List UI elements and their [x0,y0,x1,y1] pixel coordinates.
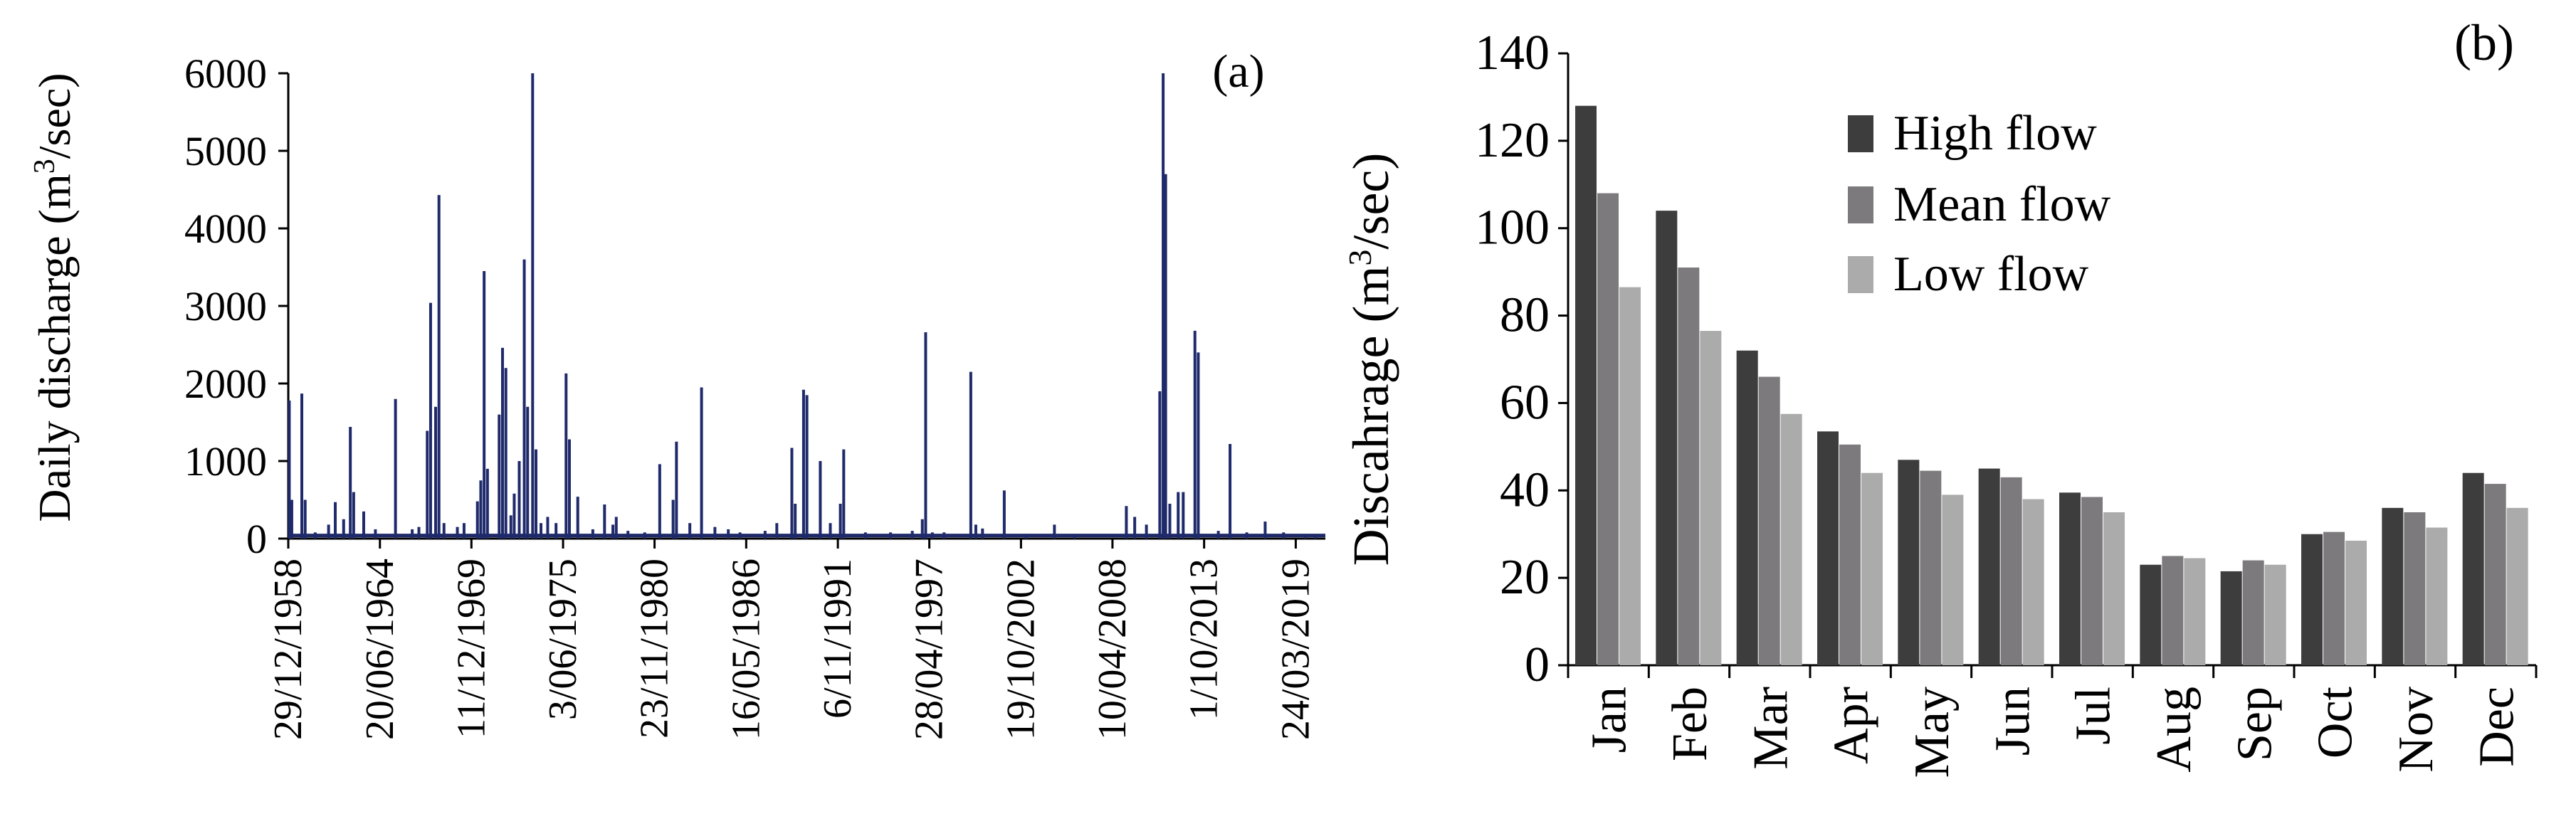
bar-low-flow-aug [2184,558,2206,665]
panel-a-y-axis-title-post: /sec) [29,73,80,159]
bar-high-flow-feb [1656,211,1678,666]
legend-label-high-flow: High flow [1893,106,2097,161]
bar-low-flow-feb [1700,331,1722,665]
panel-a-x-tick-label: 23/11/1980 [633,559,677,739]
bar-low-flow-jul [2103,512,2125,665]
panel-a-x-tick-label: 28/04/1997 [908,559,952,740]
panel-b-x-tick-label: Jun [1985,687,2040,756]
panel-a-x-tick-label: 6/11/1991 [816,559,860,719]
bar-mean-flow-may [1920,470,1942,665]
legend-swatch-mean-flow [1848,186,1873,223]
panel-b-x-tick-label: Jul [2066,687,2121,745]
bar-low-flow-jan [1619,287,1641,666]
panel-b-y-axis-title: Discahrage (m3/sec) [1342,153,1399,566]
bar-mean-flow-apr [1839,444,1861,665]
panel-a-x-tick-label: 19/10/2002 [999,559,1043,740]
panel-b-x-tick-label: Feb [1663,687,1718,761]
panel-a-y-tick-label: 2000 [184,361,267,407]
bar-mean-flow-mar [1758,376,1780,665]
panel-b-x-tick-label: May [1905,687,1960,778]
panel-b-x-tick-label: Aug [2147,687,2202,773]
panel-a-x-tick-label: 24/03/2019 [1273,559,1318,740]
panel-b-y-tick-label: 20 [1500,550,1550,605]
panel-b-y-tick-label: 140 [1475,26,1550,80]
bar-low-flow-sep [2264,564,2286,665]
panel-a-y-tick-label: 5000 [184,128,267,174]
panel-b-y-tick-label: 40 [1500,462,1550,517]
panel-a-x-tick-label: 29/12/1958 [266,559,310,740]
bar-high-flow-mar [1736,350,1758,665]
bar-high-flow-oct [2301,534,2323,665]
panel-b-x-tick-label: Nov [2389,687,2444,773]
monthly-flow-bar-panel: (b) Discahrage (m3/sec) 0 20 40 60 80 100 120 1… [1342,14,2538,778]
bar-mean-flow-nov [2404,512,2426,665]
panel-a-x-tick-label: 3/06/1975 [541,559,585,720]
panel-b-y-axis-title-sup: 3 [1342,250,1378,266]
panel-a-y-tick-label: 6000 [184,51,267,97]
legend-label-low-flow: Low flow [1893,247,2089,302]
panel-a-x-tick-label: 1/10/2013 [1182,559,1226,720]
panel-b-y-tick-label: 100 [1475,201,1550,255]
panel-b-x-tick-label: Mar [1743,687,1798,770]
bar-low-flow-dec [2506,507,2528,665]
legend-swatch-low-flow [1848,256,1873,293]
discharge-timeseries-panel: (a) Daily discharge (m3/sec) 0 1000 2000 30… [28,46,1325,740]
bar-mean-flow-jul [2081,497,2103,665]
bar-high-flow-jan [1575,105,1597,665]
bar-low-flow-may [1942,494,1964,665]
panel-b-x-tick-label: Apr [1824,687,1879,764]
bar-low-flow-mar [1780,413,1802,665]
panel-b-y-tick-label: 80 [1500,288,1550,343]
panel-b-label: (b) [2454,14,2514,71]
panel-a-y-axis-title-sup: 3 [28,159,61,174]
bar-mean-flow-sep [2242,560,2264,665]
panel-a-y-tick-label: 1000 [184,438,267,485]
bar-high-flow-jul [2059,492,2081,665]
bar-high-flow-nov [2382,507,2404,665]
bar-mean-flow-feb [1678,268,1700,665]
panel-b-y-tick-label: 0 [1525,637,1550,692]
panel-b-y-tick-label: 120 [1475,113,1550,168]
bar-high-flow-aug [2140,564,2162,665]
legend-swatch-high-flow [1848,115,1873,152]
panel-a-x-tick-label: 20/06/1964 [358,559,402,740]
bar-high-flow-apr [1817,431,1839,665]
legend-label-mean-flow: Mean flow [1893,177,2111,232]
bar-mean-flow-oct [2323,531,2345,665]
panel-a-y-tick-label: 4000 [184,206,267,252]
panel-a-y-axis-title: Daily discharge (m3/sec) [28,73,80,522]
panel-a-x-tick-label: 10/04/2008 [1090,559,1135,740]
panel-b-y-axis-title-pre: Discahrage (m [1342,266,1399,566]
bar-low-flow-apr [1861,472,1883,665]
bar-high-flow-may [1898,460,1920,665]
bar-low-flow-oct [2345,540,2367,665]
bar-high-flow-sep [2220,571,2242,665]
panel-a-x-tick-label: 16/05/1986 [724,559,768,740]
panel-a-x-tick-label: 11/12/1969 [449,559,493,739]
panel-b-y-axis-title-post: /sec) [1342,153,1399,250]
bar-mean-flow-jan [1597,193,1619,666]
panel-b-x-tick-label: Jan [1582,687,1637,753]
bar-high-flow-dec [2462,472,2484,665]
panel-a-y-axis-title-pre: Daily discharge (m [29,174,80,522]
bar-mean-flow-aug [2162,556,2184,665]
bar-mean-flow-jun [2000,477,2022,665]
panel-b-x-tick-label: Dec [2469,687,2524,767]
panel-a-label: (a) [1212,46,1264,97]
bar-mean-flow-dec [2484,484,2506,665]
legend: High flow Mean flow Low flow [1848,106,2111,302]
panel-b-x-tick-label: Sep [2227,687,2282,761]
panel-b-x-tick-label: Oct [2308,686,2363,758]
panel-b-y-tick-label: 60 [1500,375,1550,430]
bar-low-flow-nov [2426,527,2448,665]
bar-low-flow-jun [2022,499,2044,665]
panel-a-y-tick-label: 0 [246,516,267,562]
panel-a-y-tick-label: 3000 [184,283,267,329]
bar-high-flow-jun [1978,468,2000,665]
